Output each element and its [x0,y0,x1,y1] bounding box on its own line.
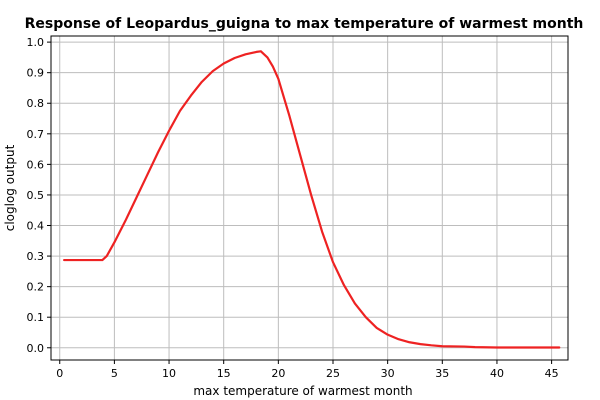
series-layer [63,50,561,349]
y-tick-label: 0.3 [27,250,45,263]
y-tick-label: 0.9 [27,67,45,80]
x-tick-label: 20 [271,367,285,380]
x-tick-label: 45 [545,367,559,380]
gridlines [51,36,568,360]
x-tick-label: 30 [381,367,395,380]
x-tick-label: 35 [435,367,449,380]
y-tick-label: 0.6 [27,158,45,171]
y-tick-label: 0.5 [27,189,45,202]
axes: 0 5 10 15 20 25 30 35 40 45 0.0 0.1 0.2 0.3 0.4 0.5 0.6 0… [27,36,559,380]
y-tick-label: 0.7 [27,128,45,141]
y-tick-label: 0.1 [27,311,45,324]
x-tick-label: 10 [162,367,176,380]
y-tick-label: 0.0 [27,342,45,355]
x-tick-label: 40 [490,367,504,380]
plot-frame [50,35,569,361]
y-axis-label: cloglog output [3,144,17,231]
y-tick-label: 0.4 [27,220,45,233]
chart-title: Response of Leopardus_guigna to max temp… [25,16,584,32]
y-tick-label: 1.0 [27,36,45,49]
x-axis-label: max temperature of warmest month [193,384,412,398]
x-tick-label: 5 [111,367,118,380]
y-tick-label: 0.2 [27,281,45,294]
x-tick-label: 25 [326,367,340,380]
response-curve [63,50,561,349]
x-tick-label: 15 [217,367,231,380]
x-tick-label: 0 [56,367,63,380]
y-tick-label: 0.8 [27,97,45,110]
